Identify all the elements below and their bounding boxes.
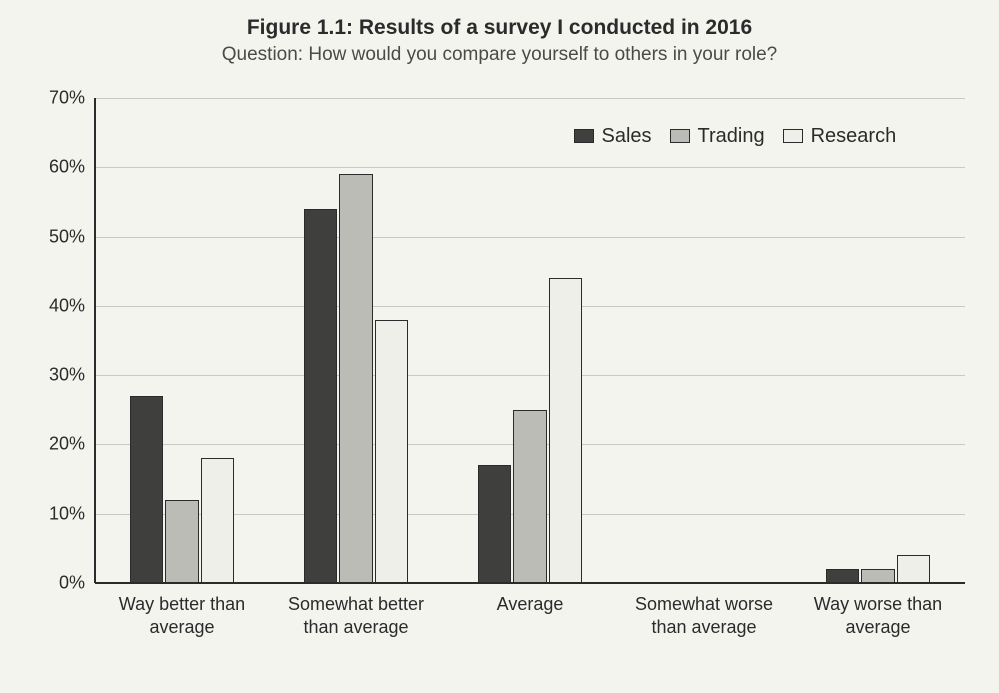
y-tick-label: 70% [49,88,95,109]
legend-item: Research [783,125,897,148]
bar [375,320,408,583]
x-category-label: Somewhat better than average [276,583,436,638]
figure: Figure 1.1: Results of a survey I conduc… [0,0,999,693]
bar [304,209,337,583]
x-category-label: Way better than average [102,583,262,638]
y-tick-label: 50% [49,226,95,247]
bar [201,458,234,583]
bar [513,410,546,583]
grid-line [95,237,965,238]
legend-swatch [574,129,594,143]
x-category-label: Average [450,583,610,616]
legend-swatch [670,129,690,143]
bar [549,278,582,583]
grid-line [95,375,965,376]
grid-line [95,306,965,307]
grid-line [95,98,965,99]
bar [130,396,163,583]
plot-area: 0%10%20%30%40%50%60%70%Way better than a… [95,98,965,583]
legend-label: Sales [602,125,652,148]
legend: Sales Trading Research [574,125,897,148]
y-tick-label: 20% [49,434,95,455]
y-tick-label: 60% [49,157,95,178]
x-category-label: Way worse than average [798,583,958,638]
y-tick-label: 30% [49,365,95,386]
legend-swatch [783,129,803,143]
y-axis [94,98,96,583]
chart-subtitle: Question: How would you compare yourself… [0,44,999,66]
bar [478,465,511,583]
legend-label: Research [811,125,897,148]
x-category-label: Somewhat worse than average [624,583,784,638]
bar [826,569,859,583]
chart-title: Figure 1.1: Results of a survey I conduc… [0,16,999,40]
y-tick-label: 0% [59,573,95,594]
legend-item: Sales [574,125,652,148]
bar [861,569,894,583]
y-tick-label: 40% [49,295,95,316]
grid-line [95,167,965,168]
bar [165,500,198,583]
bar [897,555,930,583]
bar [339,174,372,583]
legend-item: Trading [670,125,765,148]
y-tick-label: 10% [49,503,95,524]
legend-label: Trading [698,125,765,148]
